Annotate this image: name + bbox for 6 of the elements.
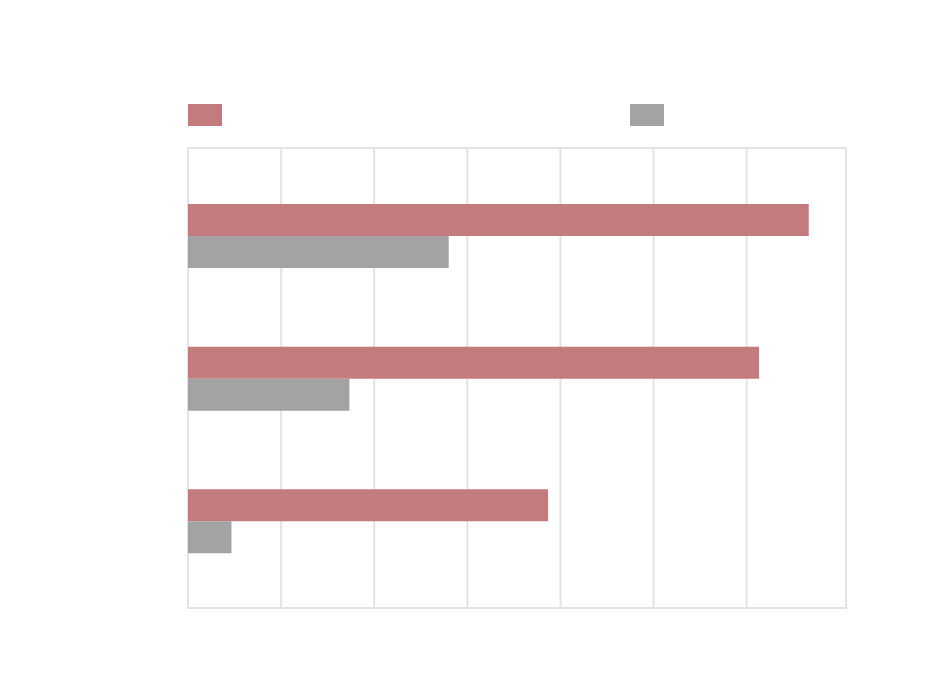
bar: [188, 521, 232, 554]
bar: [188, 236, 449, 268]
bar: [188, 378, 350, 411]
bar: [188, 204, 809, 236]
bar: [188, 346, 760, 379]
bar: [188, 489, 549, 522]
